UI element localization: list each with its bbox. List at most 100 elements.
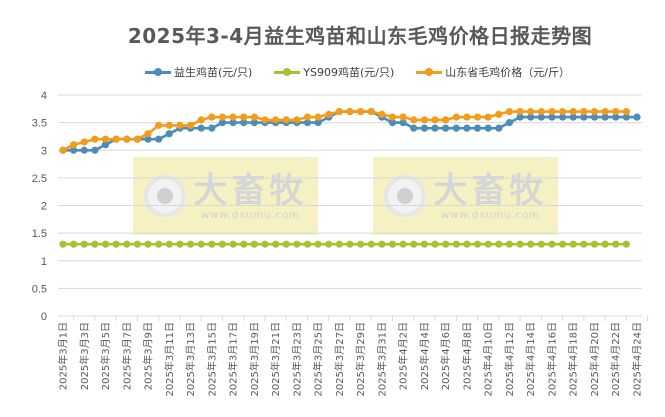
data-point[interactable]: [463, 113, 471, 121]
data-point[interactable]: [70, 240, 78, 248]
data-point[interactable]: [314, 240, 322, 248]
data-point[interactable]: [473, 124, 482, 132]
data-point[interactable]: [410, 124, 418, 132]
data-point[interactable]: [240, 113, 248, 121]
data-point[interactable]: [420, 116, 429, 124]
data-point[interactable]: [91, 146, 99, 154]
data-point[interactable]: [197, 240, 205, 248]
data-point[interactable]: [176, 240, 184, 248]
data-point[interactable]: [463, 240, 471, 248]
data-point[interactable]: [388, 240, 397, 248]
data-point[interactable]: [293, 116, 301, 124]
data-point[interactable]: [410, 116, 418, 124]
data-point[interactable]: [155, 121, 163, 129]
data-point[interactable]: [144, 240, 152, 248]
data-point[interactable]: [431, 116, 439, 124]
data-point[interactable]: [240, 240, 248, 248]
data-point[interactable]: [186, 240, 195, 248]
data-point[interactable]: [197, 124, 205, 132]
data-point[interactable]: [101, 141, 110, 149]
data-point[interactable]: [399, 240, 407, 248]
data-point[interactable]: [176, 121, 184, 129]
data-point[interactable]: [303, 240, 312, 248]
data-point[interactable]: [229, 240, 237, 248]
data-point[interactable]: [165, 240, 173, 248]
data-point[interactable]: [527, 240, 535, 248]
data-point[interactable]: [495, 124, 503, 132]
data-point[interactable]: [516, 240, 524, 248]
data-point[interactable]: [123, 240, 131, 248]
data-point[interactable]: [101, 240, 110, 248]
data-point[interactable]: [410, 240, 418, 248]
legend-item-ys909[interactable]: YS909鸡苗(元/只): [274, 64, 394, 80]
data-point[interactable]: [208, 113, 216, 121]
data-point[interactable]: [420, 240, 429, 248]
data-point[interactable]: [335, 107, 343, 116]
data-point[interactable]: [612, 107, 620, 116]
data-point[interactable]: [431, 124, 439, 132]
data-point[interactable]: [261, 240, 269, 248]
data-point[interactable]: [112, 135, 120, 143]
data-point[interactable]: [80, 146, 88, 154]
data-point[interactable]: [282, 240, 290, 248]
data-point[interactable]: [293, 240, 301, 248]
data-point[interactable]: [218, 240, 227, 248]
data-point[interactable]: [495, 110, 503, 118]
data-point[interactable]: [144, 130, 152, 138]
data-point[interactable]: [367, 240, 375, 248]
data-point[interactable]: [505, 107, 514, 116]
data-point[interactable]: [622, 113, 630, 121]
data-point[interactable]: [325, 240, 333, 248]
data-point[interactable]: [165, 130, 173, 138]
data-point[interactable]: [548, 107, 556, 116]
data-point[interactable]: [59, 240, 67, 248]
data-point[interactable]: [569, 240, 577, 248]
data-point[interactable]: [378, 240, 386, 248]
data-point[interactable]: [367, 107, 375, 116]
data-point[interactable]: [484, 113, 492, 121]
data-point[interactable]: [133, 135, 142, 143]
data-point[interactable]: [112, 240, 120, 248]
data-point[interactable]: [527, 107, 535, 116]
data-point[interactable]: [91, 240, 99, 248]
data-point[interactable]: [303, 119, 312, 127]
data-point[interactable]: [133, 240, 142, 248]
data-point[interactable]: [282, 116, 290, 124]
data-point[interactable]: [516, 113, 524, 121]
data-point[interactable]: [537, 113, 545, 121]
data-point[interactable]: [622, 240, 630, 248]
data-point[interactable]: [558, 240, 567, 248]
data-point[interactable]: [70, 141, 78, 149]
data-point[interactable]: [271, 116, 280, 124]
data-point[interactable]: [144, 135, 152, 143]
data-point[interactable]: [590, 113, 599, 121]
data-point[interactable]: [186, 121, 195, 129]
data-point[interactable]: [250, 113, 258, 121]
data-point[interactable]: [123, 135, 131, 143]
data-point[interactable]: [250, 119, 258, 127]
data-point[interactable]: [155, 240, 163, 248]
data-point[interactable]: [197, 116, 205, 124]
data-point[interactable]: [558, 113, 567, 121]
data-point[interactable]: [601, 113, 609, 121]
data-point[interactable]: [484, 240, 492, 248]
data-point[interactable]: [463, 124, 471, 132]
data-point[interactable]: [569, 107, 577, 116]
data-point[interactable]: [314, 113, 322, 121]
data-point[interactable]: [473, 113, 482, 121]
data-point[interactable]: [442, 116, 450, 124]
data-point[interactable]: [229, 119, 237, 127]
data-point[interactable]: [569, 113, 577, 121]
data-point[interactable]: [601, 240, 609, 248]
data-point[interactable]: [80, 240, 88, 248]
legend-item-yisheng[interactable]: 益生鸡苗(元/只): [144, 64, 252, 80]
data-point[interactable]: [250, 240, 258, 248]
data-point[interactable]: [357, 107, 365, 116]
data-point[interactable]: [452, 240, 460, 248]
data-point[interactable]: [229, 113, 237, 121]
data-point[interactable]: [399, 113, 407, 121]
data-point[interactable]: [633, 113, 641, 121]
data-point[interactable]: [420, 124, 429, 132]
data-point[interactable]: [442, 124, 450, 132]
data-point[interactable]: [59, 146, 67, 154]
